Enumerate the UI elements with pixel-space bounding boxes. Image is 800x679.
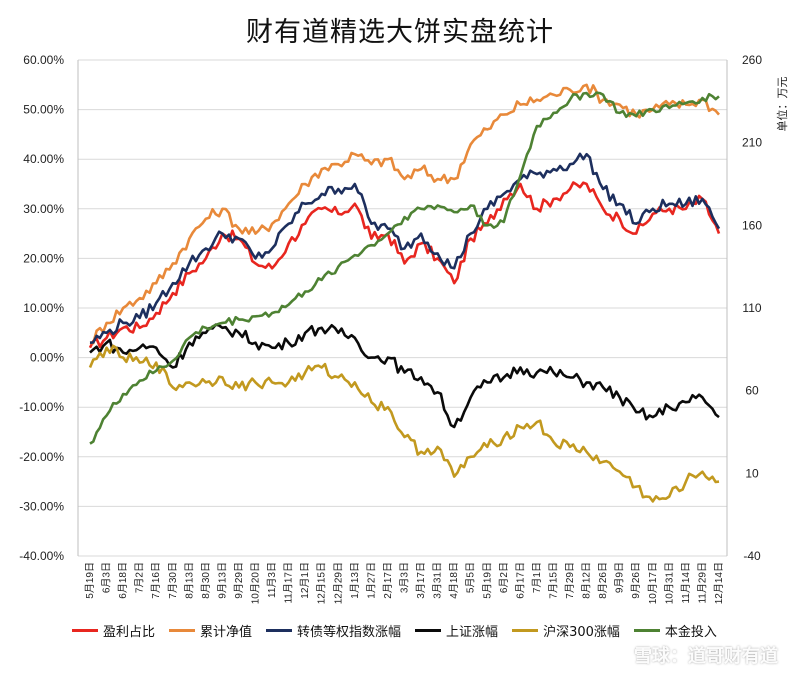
- series-line-5: [89, 91, 720, 445]
- x-axis-tick-label: 11月3日: [266, 562, 278, 598]
- x-axis-tick-label: 3月3日: [399, 562, 411, 593]
- x-axis-tick-label: 5月19日: [481, 562, 493, 599]
- x-axis-tick-label: 9月9日: [614, 562, 626, 593]
- x-axis-tick-label: 7月2日: [134, 562, 146, 593]
- legend-item: 盈利占比: [72, 621, 155, 640]
- right-axis-tick-label: 260: [742, 53, 762, 67]
- series-line-3: [89, 323, 720, 429]
- series-line-0: [88, 181, 721, 349]
- legend-label: 沪深300涨幅: [543, 625, 620, 640]
- x-axis-tick-label: 5月5日: [465, 562, 477, 593]
- legend-item: 本金投入: [633, 621, 717, 640]
- x-axis-tick-label: 7月15日: [547, 562, 559, 599]
- x-axis-tick-label: 12月15日: [316, 562, 328, 604]
- x-axis-tick-label: 5月19日: [84, 562, 96, 599]
- series-line-1: [89, 83, 720, 345]
- x-axis-tick-label: 1月13日: [349, 562, 361, 599]
- series-lines: [88, 83, 721, 503]
- legend-item: 转债等权指数涨幅: [266, 621, 401, 640]
- right-axis-tick-label: 10: [745, 466, 759, 480]
- left-axis-tick-label: 10.00%: [23, 301, 64, 315]
- series-line-4: [88, 344, 720, 503]
- legend-label: 本金投入: [664, 625, 717, 640]
- x-axis-tick-label: 7月1日: [531, 562, 543, 593]
- left-axis-ticks: 60.00% 50.00% 40.00% 30.00% 20.00% 10.00% 0.00…: [19, 53, 64, 563]
- x-axis-tick-label: 3月17日: [415, 562, 427, 599]
- right-axis-unit-label: 单位：万元: [775, 77, 789, 132]
- left-axis-tick-label: 30.00%: [23, 202, 64, 216]
- x-axis-tick-label: 6月3日: [101, 562, 113, 593]
- watermark: 雪球：道哥财有道: [634, 646, 778, 667]
- x-axis-tick-label: 8月13日: [183, 562, 195, 599]
- left-axis-tick-label: 0.00%: [30, 351, 64, 365]
- legend-item: 沪深300涨幅: [512, 621, 620, 640]
- x-axis-tick-label: 9月13日: [216, 562, 228, 599]
- x-axis-tick-label: 12月29日: [332, 562, 344, 604]
- x-axis-tick-label: 11月29日: [696, 562, 708, 604]
- left-axis-tick-label: -10.00%: [19, 400, 64, 414]
- x-axis-tick-label: 11月17日: [283, 562, 295, 604]
- x-axis-tick-label: 6月2日: [498, 562, 510, 593]
- left-axis-tick-label: -20.00%: [19, 450, 64, 464]
- right-axis-tick-label: 60: [745, 384, 759, 398]
- chart-title: 财有道精选大饼实盘统计: [246, 17, 554, 48]
- x-axis-tick-label: 8月26日: [597, 562, 609, 599]
- gridlines: [77, 59, 728, 557]
- left-axis-tick-label: 50.00%: [23, 103, 64, 117]
- left-axis-tick-label: -30.00%: [19, 499, 64, 513]
- x-axis-tick-label: 7月29日: [564, 562, 576, 599]
- x-axis-tick-label: 6月18日: [117, 562, 129, 599]
- x-axis-tick-label: 10月20日: [250, 562, 262, 604]
- left-axis-tick-label: 20.00%: [23, 251, 64, 265]
- x-axis-tick-label: 4月18日: [448, 562, 460, 599]
- x-axis-tick-label: 9月26日: [630, 562, 642, 599]
- legend-swatch: [72, 629, 98, 632]
- x-axis-tick-label: 3月31日: [432, 562, 444, 599]
- legend-item: 上证涨幅: [415, 621, 498, 640]
- x-axis-tick-label: 11月14日: [680, 562, 692, 604]
- right-axis-tick-label: 210: [742, 136, 762, 150]
- right-axis-tick-label: -40: [743, 549, 761, 563]
- legend-swatch: [633, 629, 660, 632]
- x-axis-tick-label: 10月17日: [647, 562, 659, 604]
- legend-swatch: [512, 629, 539, 632]
- x-axis-tick-label: 7月30日: [167, 562, 179, 599]
- left-axis-tick-label: -40.00%: [19, 549, 64, 563]
- x-axis-tick-label: 12月14日: [713, 562, 725, 604]
- x-axis-tick-label: 2月17日: [382, 562, 394, 599]
- legend-label: 转债等权指数涨幅: [297, 625, 402, 640]
- x-axis-tick-label: 6月17日: [514, 562, 526, 599]
- right-axis-ticks: 260 210 160 110 60 10 -40: [742, 53, 762, 563]
- legend-label: 盈利占比: [103, 625, 156, 640]
- right-axis-tick-label: 160: [742, 218, 762, 232]
- x-axis-tick-label: 9月29日: [233, 562, 245, 599]
- x-axis-tick-label: 8月30日: [200, 562, 212, 599]
- legend-swatch: [266, 629, 293, 632]
- legend-swatch: [169, 629, 196, 632]
- x-axis-tick-label: 10月31日: [663, 562, 675, 604]
- series-line-2: [89, 152, 721, 344]
- legend-label: 上证涨幅: [446, 625, 499, 640]
- x-axis-tick-label: 12月1日: [299, 562, 311, 599]
- legend-swatch: [415, 629, 442, 632]
- legend-item: 累计净值: [169, 621, 252, 640]
- x-axis-tick-label: 7月16日: [150, 562, 162, 599]
- x-axis-ticks: 5月19日 6月3日 6月18日 7月2日 7月16日 7月30日 8月13日 8月30日 9月…: [84, 562, 725, 604]
- left-axis-tick-label: 40.00%: [23, 152, 64, 166]
- right-axis-tick-label: 110: [742, 301, 761, 315]
- left-axis-tick-label: 60.00%: [23, 53, 64, 67]
- x-axis-tick-label: 8月12日: [581, 562, 593, 599]
- legend: 盈利占比 累计净值 转债等权指数涨幅 上证涨幅 沪深300涨幅 本金投入: [72, 621, 792, 640]
- x-axis-tick-label: 1月27日: [365, 562, 377, 599]
- legend-label: 累计净值: [200, 625, 253, 640]
